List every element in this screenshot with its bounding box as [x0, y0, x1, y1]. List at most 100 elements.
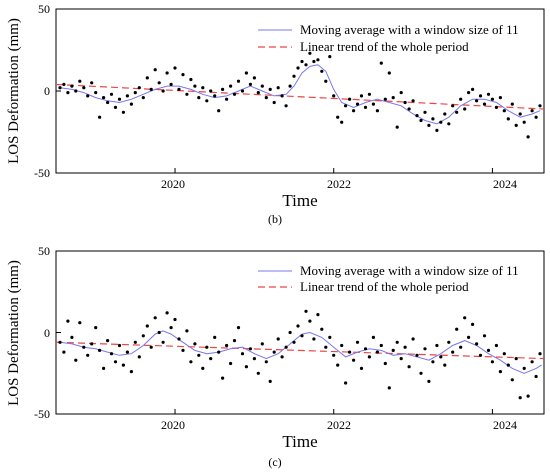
- panel-c-legend-label-moving-average: Moving average with a window size of 11: [300, 263, 519, 278]
- panel-b-data-point: [471, 87, 475, 91]
- panel-b-data-point: [117, 97, 122, 101]
- panel-b-data-point: [236, 79, 241, 83]
- panel-b-data-point: [264, 96, 268, 100]
- panel-c-data-point: [363, 347, 368, 351]
- panel-b-data-point: [205, 99, 209, 103]
- panel-c-ytick-label-50: 50: [38, 244, 50, 258]
- panel-b-data-point: [165, 71, 169, 75]
- panel-c-data-point: [149, 345, 153, 349]
- panel-b-data-point: [141, 96, 145, 100]
- panel-b-moving-average-layer: [59, 64, 541, 125]
- panel-b-data-point: [344, 104, 348, 108]
- panel-c-data-point: [395, 340, 399, 344]
- panel-c-data-point: [451, 350, 455, 354]
- panel-b-data-point: [538, 104, 542, 108]
- panel-c-data-point: [415, 353, 419, 357]
- panel-b-trend-layer: [55, 83, 545, 110]
- panel-c-ticks: [56, 250, 493, 415]
- panel-c-data-point: [407, 365, 411, 369]
- panel-b-legend: Moving average with a window size of 11 …: [258, 22, 519, 54]
- panel-b-data-point: [66, 91, 70, 95]
- panel-c-data-point: [177, 337, 181, 341]
- panel-c-data-point: [502, 352, 506, 356]
- panel-c-data-point: [359, 366, 364, 370]
- panel-b-data-point: [221, 87, 225, 91]
- panel-c-data-point: [300, 334, 304, 338]
- panel-b-xtick-label-2020: 2020: [161, 177, 185, 191]
- panel-b-data-point: [391, 96, 395, 100]
- panel-b-data-point: [308, 51, 312, 55]
- panel-c-data-point: [256, 371, 260, 375]
- panel-c-points: [58, 309, 542, 400]
- panel-b-data-point: [348, 97, 352, 101]
- panel-b-data-point: [506, 117, 510, 121]
- panel-b-data-point: [169, 82, 173, 86]
- panel-b-data-point: [439, 120, 443, 124]
- panel-b-data-point: [260, 84, 264, 88]
- panel-b-data-point: [252, 76, 256, 80]
- panel-b-data-point: [534, 115, 538, 119]
- panel-c-data-point: [367, 355, 371, 359]
- panel-b-data-point: [106, 100, 110, 105]
- panel-c-data-point: [201, 366, 205, 370]
- panel-c-data-point: [173, 317, 177, 322]
- panel-c-data-point: [478, 353, 483, 357]
- panel-c-data-point: [352, 358, 356, 362]
- panel-b-data-point: [459, 97, 463, 101]
- panel-b-data-point: [467, 91, 471, 95]
- panel-c-data-point: [209, 357, 213, 361]
- panel-c-data-point: [165, 311, 169, 315]
- panel-b-data-point: [403, 100, 407, 105]
- panel-b-data-point: [375, 109, 379, 113]
- panel-b-data-point: [498, 96, 502, 100]
- panel-c-data-point: [471, 322, 475, 326]
- panel-c-data-point: [431, 360, 435, 364]
- panel-c-data-point: [348, 350, 352, 354]
- panel-c-data-point: [486, 348, 491, 352]
- panel-c-data-point: [121, 363, 125, 367]
- panel-b-data-point: [324, 79, 328, 83]
- panel-b-data-point: [173, 66, 177, 70]
- panel-c-legend-label-trend: Linear trend of the whole period: [300, 279, 469, 294]
- panel-c-data-point: [332, 353, 336, 357]
- panel-c-data-point: [530, 360, 534, 364]
- panel-b-data-point: [284, 104, 288, 108]
- panel-c-data-point: [264, 360, 268, 364]
- panel-b-data-point: [78, 79, 82, 83]
- panel-c-data-point: [316, 313, 320, 317]
- panel-c-data-point: [284, 345, 288, 349]
- panel-b-data-point: [125, 94, 129, 98]
- panel-c-data-point: [494, 343, 498, 348]
- panel-b-data-point: [332, 94, 336, 98]
- panel-b-data-point: [201, 86, 205, 90]
- panel-b-moving-average-line: [59, 64, 541, 125]
- panel-c-moving-average-layer: [59, 330, 542, 374]
- panel-b-data-point: [415, 114, 419, 118]
- panel-c-xtick-label-2024: 2024: [493, 418, 517, 432]
- panel-c-data-point: [355, 340, 360, 344]
- panel-b-data-point: [411, 99, 415, 103]
- panel-c-data-point: [463, 316, 467, 320]
- panel-c-data-point: [328, 335, 332, 339]
- panel-c-data-point: [498, 370, 502, 374]
- panel-c-data-point: [217, 350, 221, 354]
- panel-c-data-point: [467, 335, 471, 339]
- panel-b-data-point: [312, 59, 316, 64]
- panel-c-data-point: [276, 337, 280, 341]
- panel-c-xtick-label-2020: 2020: [161, 418, 185, 432]
- panel-c-data-point: [70, 335, 74, 339]
- panel-b-data-point: [502, 109, 506, 113]
- panel-b-data-point: [522, 120, 526, 124]
- panel-b-data-point: [427, 123, 431, 127]
- panel-b-data-point: [193, 84, 197, 88]
- panel-c-data-point: [296, 324, 300, 328]
- panel-c-data-point: [117, 343, 122, 348]
- panel-c-data-point: [189, 360, 193, 364]
- panel-b-data-point: [248, 82, 252, 86]
- panel-b-data-point: [316, 58, 320, 62]
- panel-c-trend-layer: [55, 341, 545, 360]
- panel-b-x-axis-title: Time: [282, 191, 317, 210]
- panel-b-data-point: [304, 63, 308, 67]
- panel-c-ytick-label-neg50: -50: [34, 407, 50, 421]
- panel-c-data-point: [518, 396, 522, 400]
